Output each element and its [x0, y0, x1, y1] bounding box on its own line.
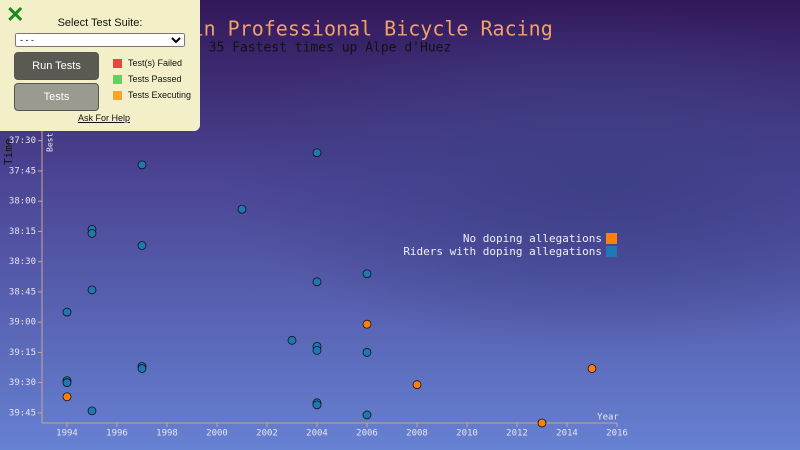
dot — [62, 307, 72, 317]
y-tick-label: 38:00 — [9, 197, 36, 207]
x-axis-label: Year — [597, 413, 619, 423]
y-tick-label: 37:30 — [9, 136, 36, 146]
x-tick-label: 2008 — [406, 429, 428, 439]
dot — [537, 418, 547, 428]
status-swatch — [113, 58, 122, 68]
dot — [62, 392, 72, 402]
help-link[interactable]: Ask For Help — [78, 113, 131, 123]
chart-subtitle: 35 Fastest times up Alpe d'Huez — [209, 41, 452, 56]
close-button[interactable]: ✕ — [6, 2, 25, 27]
tests-button[interactable]: Tests — [14, 83, 99, 111]
x-tick-label: 1996 — [106, 429, 128, 439]
x-tick-label: 2006 — [356, 429, 378, 439]
x-tick-label: 2012 — [506, 429, 528, 439]
dot — [87, 229, 97, 238]
dot — [62, 378, 72, 388]
dot — [137, 364, 147, 373]
x-tick-label: 2000 — [206, 429, 228, 439]
dot — [587, 364, 597, 373]
dot — [312, 345, 322, 355]
legend-label: No doping allegations — [463, 232, 602, 245]
status-swatch — [113, 90, 122, 100]
x-tick-label: 2010 — [456, 429, 478, 439]
x-tick-label: 1994 — [56, 429, 78, 439]
status-label: Test(s) Failed — [128, 58, 183, 68]
status-label: Tests Passed — [128, 74, 182, 84]
dot — [87, 285, 97, 295]
x-tick-label: 1998 — [156, 429, 178, 439]
y-tick-label: 38:30 — [9, 257, 36, 267]
y-tick-label: 38:45 — [9, 287, 36, 297]
x-tick-label: 2014 — [556, 429, 578, 439]
suite-select[interactable]: - - - — [15, 33, 185, 47]
dot — [362, 410, 372, 420]
status-swatch — [113, 74, 122, 84]
dot — [137, 160, 147, 170]
x-tick-label: 2004 — [306, 429, 328, 439]
select-label: Select Test Suite: — [57, 17, 143, 29]
legend-label: Riders with doping allegations — [403, 245, 602, 258]
dot — [312, 148, 322, 158]
x-tick-label: 2002 — [256, 429, 278, 439]
run-tests-button[interactable]: Run Tests — [14, 52, 99, 80]
dot — [87, 406, 97, 416]
dot — [237, 204, 247, 214]
status-label: Tests Executing — [128, 90, 192, 100]
y-tick-label: 39:15 — [9, 348, 36, 358]
y-tick-label: 37:45 — [9, 166, 36, 176]
dot — [137, 241, 147, 250]
status-legend-item: Test(s) Failed — [113, 58, 182, 68]
dot — [362, 319, 372, 329]
legend-swatch — [606, 246, 617, 257]
dot — [312, 400, 322, 410]
dot — [287, 335, 297, 345]
dot — [412, 380, 422, 390]
dot — [312, 277, 322, 287]
dot — [362, 348, 372, 357]
legend-swatch — [606, 233, 617, 244]
dot — [362, 269, 372, 279]
status-legend-item: Tests Executing — [113, 90, 191, 100]
y-tick-label: 39:45 — [9, 408, 36, 418]
x-tick-label: 2016 — [606, 429, 628, 439]
y-tick-label: 39:00 — [9, 318, 36, 328]
y-tick-label: 39:30 — [9, 378, 36, 388]
status-legend-item: Tests Passed — [113, 74, 182, 84]
y-tick-label: 38:15 — [9, 227, 36, 237]
test-panel: ✕ Select Test Suite: - - - Run Tests Tes… — [0, 0, 200, 131]
